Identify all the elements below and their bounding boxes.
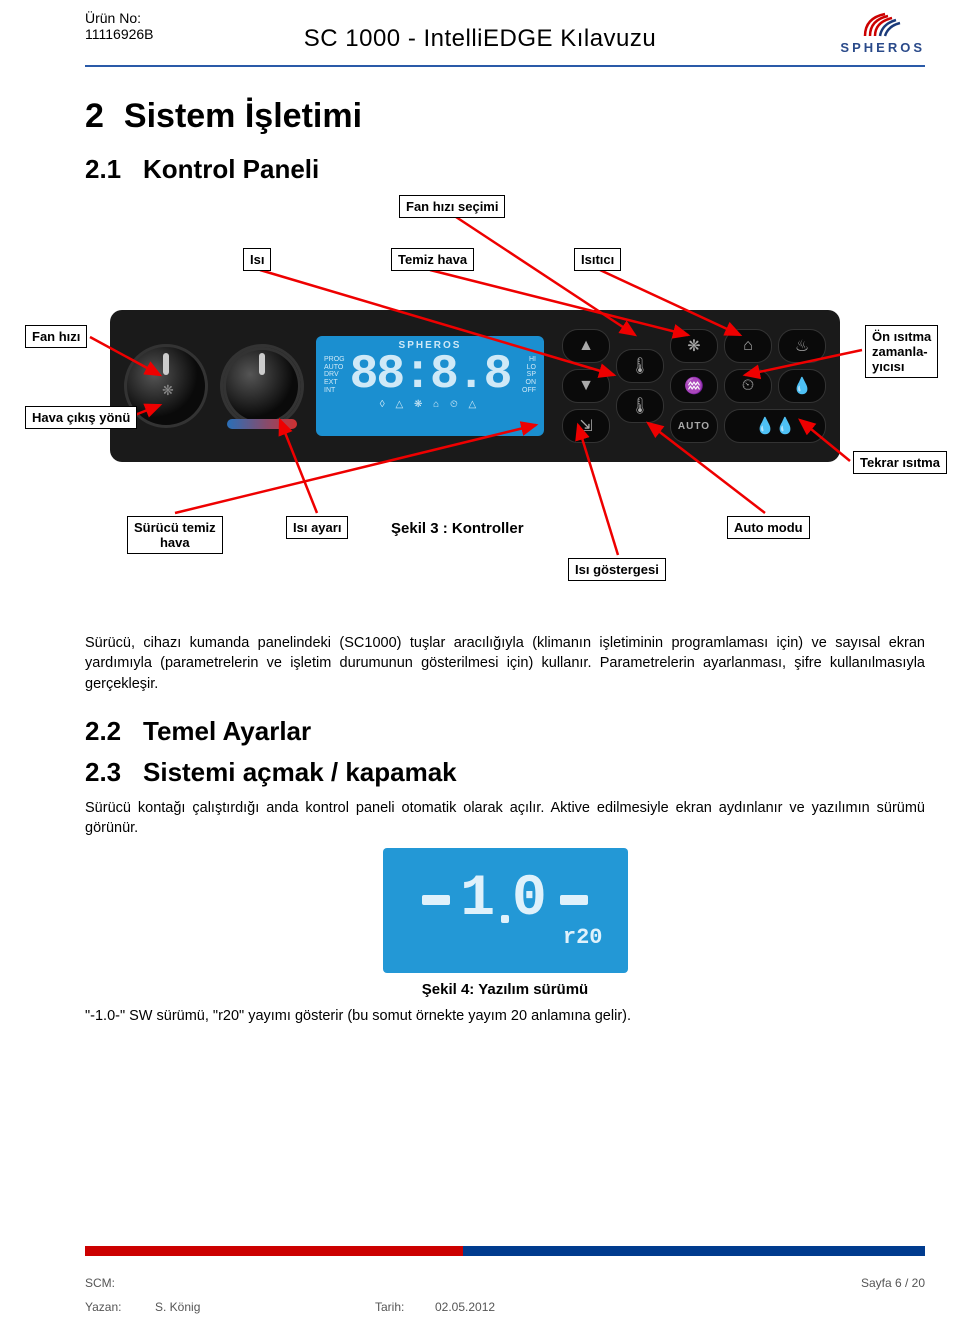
heading-1: 2 Sistem İşletimi: [85, 97, 925, 136]
figure4-caption: Şekil 4: Yazılım sürümü: [85, 981, 925, 998]
h2b-text: Temel Ayarlar: [143, 716, 311, 746]
button-column-2: 🌡 🌡: [616, 349, 664, 423]
heading-2-3: 2.3 Sistemi açmak / kapamak: [85, 757, 925, 788]
fresh-air-button[interactable]: ⌂: [724, 329, 772, 363]
paragraph-3: "-1.0-" SW sürümü, "r20" yayımı gösterir…: [85, 1006, 925, 1026]
temp-knob[interactable]: [220, 344, 304, 428]
label-preheat-timer: Ön ısıtma zamanla- yıcısı: [865, 325, 938, 378]
control-panel-diagram: Fan hızı seçimi Isı Temiz hava Isıtıcı F…: [0, 195, 960, 625]
heater-button[interactable]: ♨: [778, 329, 826, 363]
display-icons: ◊ △ ❋ ⌂ ⏲ △: [322, 399, 538, 410]
display-digits: 88:8.8: [322, 351, 538, 399]
label-fan-speed: Fan hızı: [25, 325, 87, 348]
digit-0: 0: [512, 871, 550, 929]
dash-left: [422, 895, 450, 905]
button-column-1: ▲ ▼ ⇲: [562, 329, 610, 443]
label-fresh-air: Temiz hava: [391, 248, 474, 271]
label-auto-mode: Auto modu: [727, 516, 810, 539]
version-display: 1 0 r20: [383, 848, 628, 973]
heat-button[interactable]: ♒: [670, 369, 718, 403]
auto-button[interactable]: AUTO: [670, 409, 718, 443]
down-button[interactable]: ▼: [562, 369, 610, 403]
author-name: S. König: [155, 1300, 375, 1314]
heading-2-1: 2.1 Kontrol Paneli: [85, 154, 925, 185]
h2c-text: Sistemi açmak / kapamak: [143, 757, 457, 787]
figure3-caption: Şekil 3 : Kontroller: [391, 520, 524, 537]
timer-button[interactable]: ⏲: [724, 369, 772, 403]
page-number: Sayfa 6 / 20: [861, 1276, 925, 1290]
control-panel-device: SPHEROS PROG AUTO DRV EXT INT HI LO SP O…: [110, 310, 840, 462]
date-label: Tarih:: [375, 1300, 435, 1314]
paragraph-1: Sürücü, cihazı kumanda panelindeki (SC10…: [85, 633, 925, 694]
scm-label: SCM:: [85, 1276, 155, 1290]
h2a-text: Kontrol Paneli: [143, 154, 319, 184]
lcd-display: SPHEROS PROG AUTO DRV EXT INT HI LO SP O…: [316, 336, 544, 436]
label-heater: Isıtıcı: [574, 248, 621, 271]
brand-logo: SPHEROS: [840, 10, 925, 55]
driver-air-button[interactable]: ⇲: [562, 409, 610, 443]
product-number: Ürün No: 11116926B: [85, 10, 154, 42]
h1-number: 2: [85, 97, 104, 136]
reheat-button[interactable]: 💧: [778, 369, 826, 403]
h2a-number: 2.1: [85, 154, 129, 185]
label-fan-speed-select: Fan hızı seçimi: [399, 195, 505, 218]
dash-right: [560, 895, 588, 905]
product-no-label: Ürün No:: [85, 10, 154, 26]
logo-icon: [860, 10, 905, 38]
label-temp-display: Isı göstergesi: [568, 558, 666, 581]
defog-button[interactable]: 💧💧: [724, 409, 826, 443]
h2b-number: 2.2: [85, 716, 129, 747]
date-value: 02.05.2012: [435, 1300, 495, 1314]
label-driver-fresh-air: Sürücü temiz hava: [127, 516, 223, 554]
digit-1: 1: [460, 871, 498, 929]
decimal-dot: [501, 915, 509, 923]
page-footer: SCM: Sayfa 6 / 20 Yazan: S. König Tarih:…: [85, 1246, 925, 1314]
document-title: SC 1000 - IntelliEDGE Kılavuzu: [304, 25, 657, 53]
display-left-labels: PROG AUTO DRV EXT INT: [324, 356, 345, 394]
temp-up-button[interactable]: 🌡: [616, 349, 664, 383]
label-reheat: Tekrar ısıtma: [853, 451, 947, 474]
label-heat: Isı: [243, 248, 271, 271]
display-right-labels: HI LO SP ON OFF: [522, 356, 536, 394]
product-no-value: 11116926B: [85, 26, 154, 42]
button-grid: ❋ ⌂ ♨ ♒ ⏲ 💧 AUTO 💧💧: [670, 329, 826, 443]
page-header: Ürün No: 11116926B SC 1000 - IntelliEDGE…: [0, 0, 960, 60]
up-button[interactable]: ▲: [562, 329, 610, 363]
heading-2-2: 2.2 Temel Ayarlar: [85, 716, 925, 747]
h1-text: Sistem İşletimi: [124, 97, 362, 135]
temp-down-button[interactable]: 🌡: [616, 389, 664, 423]
release-label: r20: [563, 925, 603, 950]
h2c-number: 2.3: [85, 757, 129, 788]
author-label: Yazan:: [85, 1300, 155, 1314]
label-temp-set: Isı ayarı: [286, 516, 348, 539]
version-digits: 1 0: [412, 871, 597, 929]
brand-name: SPHEROS: [840, 40, 925, 55]
label-air-direction: Hava çıkış yönü: [25, 406, 137, 429]
fan-speed-button[interactable]: ❋: [670, 329, 718, 363]
footer-color-bar: [85, 1246, 925, 1256]
paragraph-2: Sürücü kontağı çalıştırdığı anda kontrol…: [85, 798, 925, 839]
